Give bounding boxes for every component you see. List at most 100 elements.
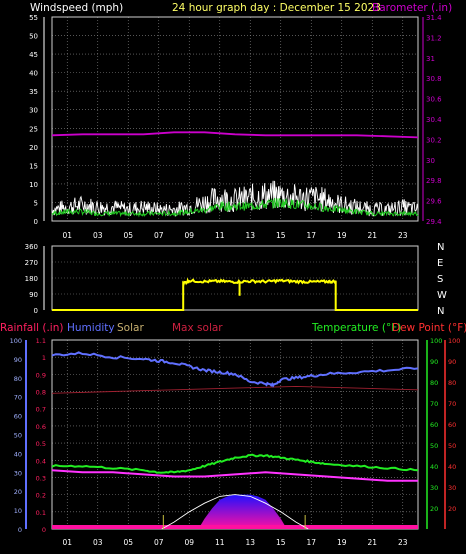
rain-y-tick: 0.1 — [36, 509, 46, 517]
rain-y-tick: 0.3 — [36, 474, 46, 482]
compass-label: N — [437, 242, 444, 253]
humidity-line — [51, 351, 419, 388]
wind-panel-x-tick: 05 — [123, 231, 133, 240]
compass-label: S — [437, 274, 443, 285]
solar-baseline-band — [52, 525, 418, 529]
chart-layer: 051015202530354045505529.429.629.83030.2… — [10, 14, 461, 547]
chart-title: 24 hour graph day : December 15 2023 — [172, 2, 381, 14]
temp-panel-x-tick: 17 — [306, 538, 316, 547]
windspeed-y-tick: 35 — [29, 88, 38, 96]
rain-y-tick: 0.2 — [36, 492, 46, 500]
wind-panel-x-tick: 07 — [154, 231, 164, 240]
windspeed-axis-label: Windspeed (mph) — [30, 2, 123, 14]
max-solar-curve — [161, 494, 309, 530]
dew-point-y-tick: 70 — [448, 400, 456, 408]
wind-panel-x-tick: 19 — [337, 231, 347, 240]
rain-y-tick: 0.7 — [36, 406, 46, 414]
wind-direction-line — [52, 277, 418, 311]
dew-point-y-tick: 40 — [448, 463, 456, 471]
direction-y-tick: 360 — [25, 243, 38, 251]
windspeed-y-tick: 15 — [29, 162, 38, 170]
barometer-y-tick: 29.8 — [426, 177, 442, 185]
temp-panel-x-tick: 01 — [62, 538, 72, 547]
temp-panel-x-tick: 19 — [337, 538, 347, 547]
barometer-y-tick: 30.6 — [426, 96, 442, 104]
windspeed-y-tick: 30 — [29, 107, 38, 115]
dew-point-label: Dew Point (°F) — [392, 322, 466, 334]
humidity-y-tick: 40 — [14, 450, 22, 458]
dew-point-y-tick: 50 — [448, 442, 456, 450]
wind-panel-x-tick: 17 — [306, 231, 316, 240]
temperature-y-tick: 30 — [430, 484, 438, 492]
windspeed-y-tick: 40 — [29, 70, 38, 78]
humidity-y-tick: 50 — [14, 432, 22, 440]
humidity-y-tick: 30 — [14, 469, 22, 477]
dew-point-y-tick: 20 — [448, 505, 456, 513]
windspeed-y-tick: 55 — [29, 14, 38, 22]
wind-panel-x-tick: 23 — [398, 231, 408, 240]
barometer-axis-label: Barometer (.in) — [372, 2, 452, 14]
windspeed-y-tick: 50 — [29, 33, 38, 41]
temp-panel-x-tick: 15 — [276, 538, 286, 547]
dew-point-line — [51, 469, 418, 482]
direction-y-tick: 270 — [25, 259, 38, 267]
temperature-label: Temperature (°F) — [311, 322, 401, 334]
rain-y-tick: 0.6 — [36, 423, 46, 431]
windspeed-y-tick: 45 — [29, 51, 38, 59]
humidity-y-tick: 80 — [14, 375, 22, 383]
rain-y-tick: 0.5 — [36, 440, 46, 448]
dew-point-y-tick: 30 — [448, 484, 456, 492]
humidity-y-tick: 70 — [14, 394, 22, 402]
windspeed-y-tick: 5 — [34, 199, 38, 207]
temp-panel-x-tick: 21 — [367, 538, 377, 547]
humidity-y-tick: 90 — [14, 356, 22, 364]
wind-panel-x-tick: 09 — [184, 231, 194, 240]
wind-panel-x-tick: 15 — [276, 231, 286, 240]
temperature-line — [51, 453, 419, 474]
rain-y-tick: 1 — [42, 354, 46, 362]
rain-y-tick: 0.4 — [36, 457, 46, 465]
wind-panel-x-tick: 03 — [93, 231, 103, 240]
temp-panel-x-tick: 03 — [93, 538, 103, 547]
humidity-y-tick: 100 — [10, 337, 22, 345]
wind-average-line — [51, 197, 419, 218]
humidity-label: Humidity — [67, 322, 115, 334]
dew-point-y-tick: 60 — [448, 421, 456, 429]
compass-label: N — [437, 306, 444, 317]
barometer-y-tick: 29.6 — [426, 198, 442, 206]
humidity-y-tick: 10 — [14, 507, 22, 515]
temp-panel-x-tick: 05 — [123, 538, 133, 547]
windspeed-y-tick: 10 — [29, 181, 38, 189]
temp-panel-x-tick: 23 — [398, 538, 408, 547]
rain-y-tick: 1.1 — [36, 337, 46, 345]
direction-y-tick: 90 — [29, 291, 38, 299]
humidity-y-tick: 60 — [14, 413, 22, 421]
windspeed-y-tick: 20 — [29, 144, 38, 152]
temperature-y-tick: 90 — [430, 358, 438, 366]
barometer-y-tick: 30.4 — [426, 116, 442, 124]
dew-point-y-tick: 100 — [448, 337, 460, 345]
wind-panel-x-tick: 01 — [62, 231, 72, 240]
temperature-y-tick: 70 — [430, 400, 438, 408]
max-solar-label: Max solar — [172, 322, 223, 334]
temperature-y-tick: 40 — [430, 463, 438, 471]
rain-y-tick: 0 — [42, 526, 46, 534]
wind-gust-line — [51, 180, 419, 217]
barometer-y-tick: 30.2 — [426, 136, 442, 144]
humidity-y-tick: 0 — [18, 526, 22, 534]
temp-panel-x-tick: 09 — [184, 538, 194, 547]
dew-point-y-tick: 90 — [448, 358, 456, 366]
barometer-line — [51, 131, 419, 139]
compass-label: E — [437, 258, 443, 269]
dew-point-y-tick: 80 — [448, 379, 456, 387]
barometer-y-tick: 31.4 — [426, 14, 442, 22]
wind-panel-x-tick: 13 — [245, 231, 255, 240]
barometer-y-tick: 31 — [426, 55, 435, 63]
temperature-y-tick: 60 — [430, 421, 438, 429]
direction-panel-frame — [51, 245, 419, 311]
rainfall-label: Rainfall (.in) — [0, 322, 63, 334]
barometer-y-tick: 31.2 — [426, 34, 442, 42]
direction-y-tick: 0 — [34, 307, 38, 315]
